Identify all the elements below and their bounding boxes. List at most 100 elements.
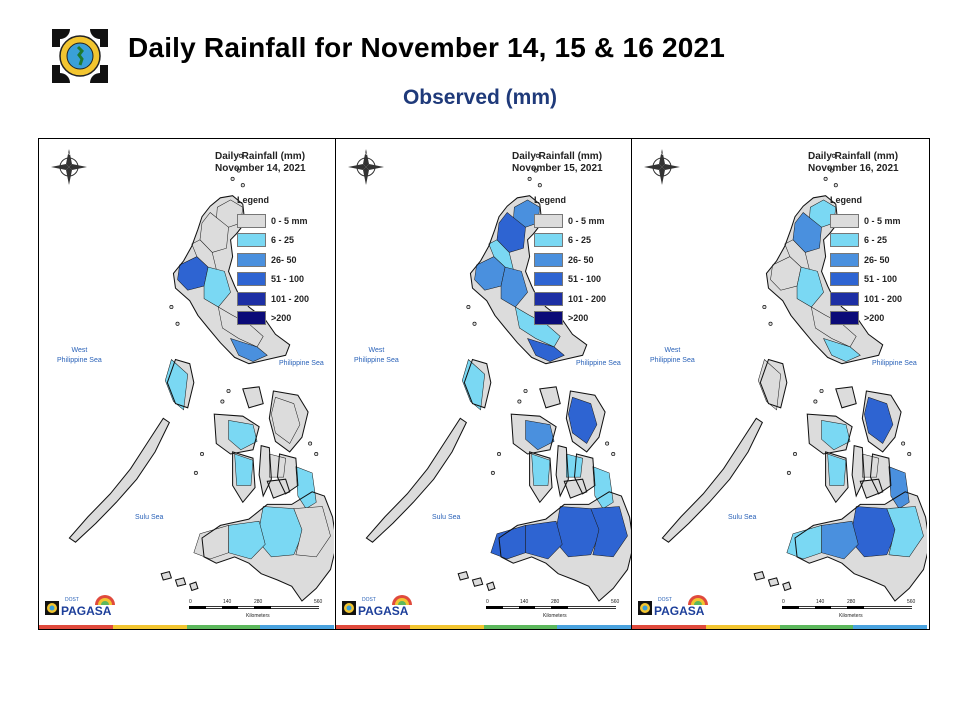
compass-n: N [68, 151, 71, 156]
coastline [794, 491, 927, 602]
rainfall-region [568, 396, 598, 444]
coastline [869, 453, 892, 495]
brand-color-strip [632, 625, 927, 629]
compass-rose-icon: N [644, 149, 680, 185]
scale-tick-2: 280 [847, 599, 856, 605]
islet [220, 399, 225, 404]
legend-item: >200 [830, 309, 902, 329]
sea-label-west: West Philippine Sea [57, 347, 102, 364]
islet [527, 176, 532, 181]
map-panels: N Daily Rainfall (mm) November 14, 2021 … [38, 138, 930, 630]
legend-label: >200 [864, 313, 885, 324]
scale-tick-1: 140 [520, 599, 529, 605]
legend-item: >200 [237, 309, 309, 329]
map-date: November 14, 2021 [215, 163, 306, 174]
legend-swatch [237, 233, 266, 248]
coastline [782, 581, 792, 592]
landmass-11 [161, 571, 172, 580]
map-panel-nov14: N Daily Rainfall (mm) November 14, 2021 … [39, 139, 334, 629]
compass-n: N [365, 151, 368, 156]
pagasa-brand-logo: PAGASA DOST [638, 595, 708, 618]
legend-swatch [237, 272, 266, 287]
coastline [471, 577, 484, 587]
coastline [174, 577, 187, 587]
rainfall-region [525, 420, 555, 451]
brand-color-strip [39, 625, 334, 629]
islet [238, 153, 243, 158]
brand-tagline: DOST [658, 597, 672, 603]
legend-swatch [534, 311, 563, 326]
rainfall-region [271, 396, 301, 444]
legend-item: 6 - 25 [830, 231, 902, 251]
landmass-13 [782, 582, 791, 591]
sea-label-east: Philippine Sea [872, 360, 917, 367]
legend-label: 26- 50 [568, 254, 594, 265]
legend-swatch [830, 213, 859, 228]
compass-rose-icon: N [51, 149, 87, 185]
legend-swatch [534, 272, 563, 287]
legend-item: 26- 50 [830, 250, 902, 270]
rainfall-region [293, 506, 331, 558]
map-title: Daily Rainfall (mm) [215, 151, 306, 162]
legend-label: 6 - 25 [568, 235, 592, 246]
islet [786, 470, 791, 475]
legend-item: 101 - 200 [830, 289, 902, 309]
map-date: November 16, 2021 [808, 163, 899, 174]
legend-swatch [534, 213, 563, 228]
islet [533, 168, 538, 173]
islet [523, 388, 528, 394]
islet [226, 388, 231, 394]
legend-label: 51 - 100 [864, 274, 898, 285]
page-subtitle: Observed (mm) [402, 86, 558, 109]
legend-label: 0 - 5 mm [271, 215, 308, 226]
legend-swatch [830, 252, 859, 267]
pagasa-logo [48, 25, 112, 87]
map-panel-nov15: N Daily Rainfall (mm) November 15, 2021 … [335, 139, 631, 629]
scale-tick-2: 280 [254, 599, 263, 605]
islet [193, 470, 198, 475]
rainfall-region [527, 338, 565, 362]
legend: Legend 0 - 5 mm 6 - 25 26- 50 51 - 100 101 -… [237, 195, 309, 328]
map-title: Daily Rainfall (mm) [808, 151, 899, 162]
islet [537, 183, 542, 188]
islet [240, 183, 245, 188]
legend: Legend 0 - 5 mm 6 - 25 26- 50 51 - 100 101 -… [830, 195, 902, 328]
legend-label: >200 [271, 313, 292, 324]
philippines-map [661, 153, 927, 602]
islet [517, 399, 522, 404]
coastline [457, 570, 470, 581]
brand-name: PAGASA [358, 604, 409, 618]
legend-label: 0 - 5 mm [568, 215, 605, 226]
sea-label-east: Philippine Sea [576, 360, 621, 367]
scale-tick-1: 140 [223, 599, 232, 605]
coastline [806, 413, 853, 455]
legend-label: 26- 50 [271, 254, 297, 265]
legend-swatch [237, 311, 266, 326]
legend-label: 26- 50 [864, 254, 890, 265]
islet [793, 451, 797, 457]
legend-label: 51 - 100 [568, 274, 602, 285]
legend-title: Legend [237, 195, 270, 205]
legend-swatch [534, 291, 563, 306]
islet [901, 441, 906, 446]
map-title: Daily Rainfall (mm) [512, 151, 603, 162]
landmass-12 [472, 577, 483, 587]
coastline [529, 451, 553, 504]
islet [605, 441, 610, 446]
rainfall-region [490, 525, 526, 560]
philippines-map [68, 153, 334, 602]
legend-item: 0 - 5 mm [830, 211, 902, 231]
coastline [486, 581, 496, 592]
coastline [563, 478, 588, 499]
scale-bar: 0 140 280 560 Kilometers [782, 599, 916, 619]
scale-unit: Kilometers [839, 613, 863, 619]
islet [472, 321, 477, 326]
scale-tick-0: 0 [486, 599, 489, 605]
legend-item: 101 - 200 [534, 289, 606, 309]
brand-tagline: DOST [65, 597, 79, 603]
scale-tick-3: 560 [907, 599, 916, 605]
legend-swatch [830, 233, 859, 248]
coastline [160, 570, 173, 581]
coastline [767, 577, 780, 587]
rainfall-region [786, 525, 822, 560]
